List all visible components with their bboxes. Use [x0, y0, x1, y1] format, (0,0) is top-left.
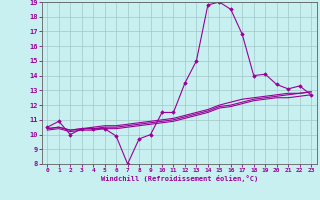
X-axis label: Windchill (Refroidissement éolien,°C): Windchill (Refroidissement éolien,°C)	[100, 175, 258, 182]
